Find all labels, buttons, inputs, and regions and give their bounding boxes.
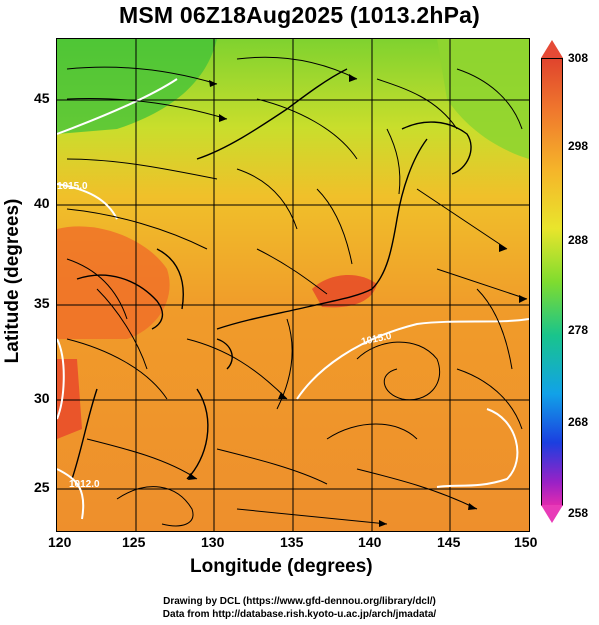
contour-label: 1015.0 (57, 181, 88, 192)
colorbar-tick-label: 298 (568, 139, 589, 153)
x-tick: 145 (437, 534, 461, 550)
x-axis-label: Longitude (degrees) (190, 556, 373, 577)
y-tick: 30 (34, 390, 50, 406)
colorbar-tick-label: 288 (568, 233, 589, 247)
x-tick: 150 (514, 534, 538, 550)
colorbar-tick-label: 258 (568, 506, 589, 520)
y-tick: 40 (34, 195, 50, 211)
contour-label: 1012.0 (69, 479, 100, 490)
x-tick: 130 (201, 534, 225, 550)
y-tick: 35 (34, 295, 50, 311)
x-tick: 135 (280, 534, 304, 550)
colorbar-tick-label: 268 (568, 415, 589, 429)
x-tick: 140 (358, 534, 382, 550)
x-tick: 125 (122, 534, 146, 550)
y-tick: 25 (34, 479, 50, 495)
temperature-wind-map: 1015.0 1012.0 1015.0 (56, 38, 530, 532)
y-tick: 45 (34, 90, 50, 106)
colorbar-top-arrow (541, 40, 563, 58)
y-axis-label: Latitude (degrees) (2, 198, 23, 364)
footer-credit-drawing: Drawing by DCL (https://www.gfd-dennou.o… (163, 596, 436, 607)
chart-title: MSM 06Z18Aug2025 (1013.2hPa) (119, 2, 480, 28)
colorbar-tick-label: 278 (568, 323, 589, 337)
colorbar (541, 58, 563, 506)
footer-credit-data: Data from http://database.rish.kyoto-u.a… (162, 609, 437, 620)
colorbar-bottom-arrow (541, 505, 563, 523)
x-tick: 120 (48, 534, 72, 550)
colorbar-tick-label: 308 (568, 51, 589, 65)
